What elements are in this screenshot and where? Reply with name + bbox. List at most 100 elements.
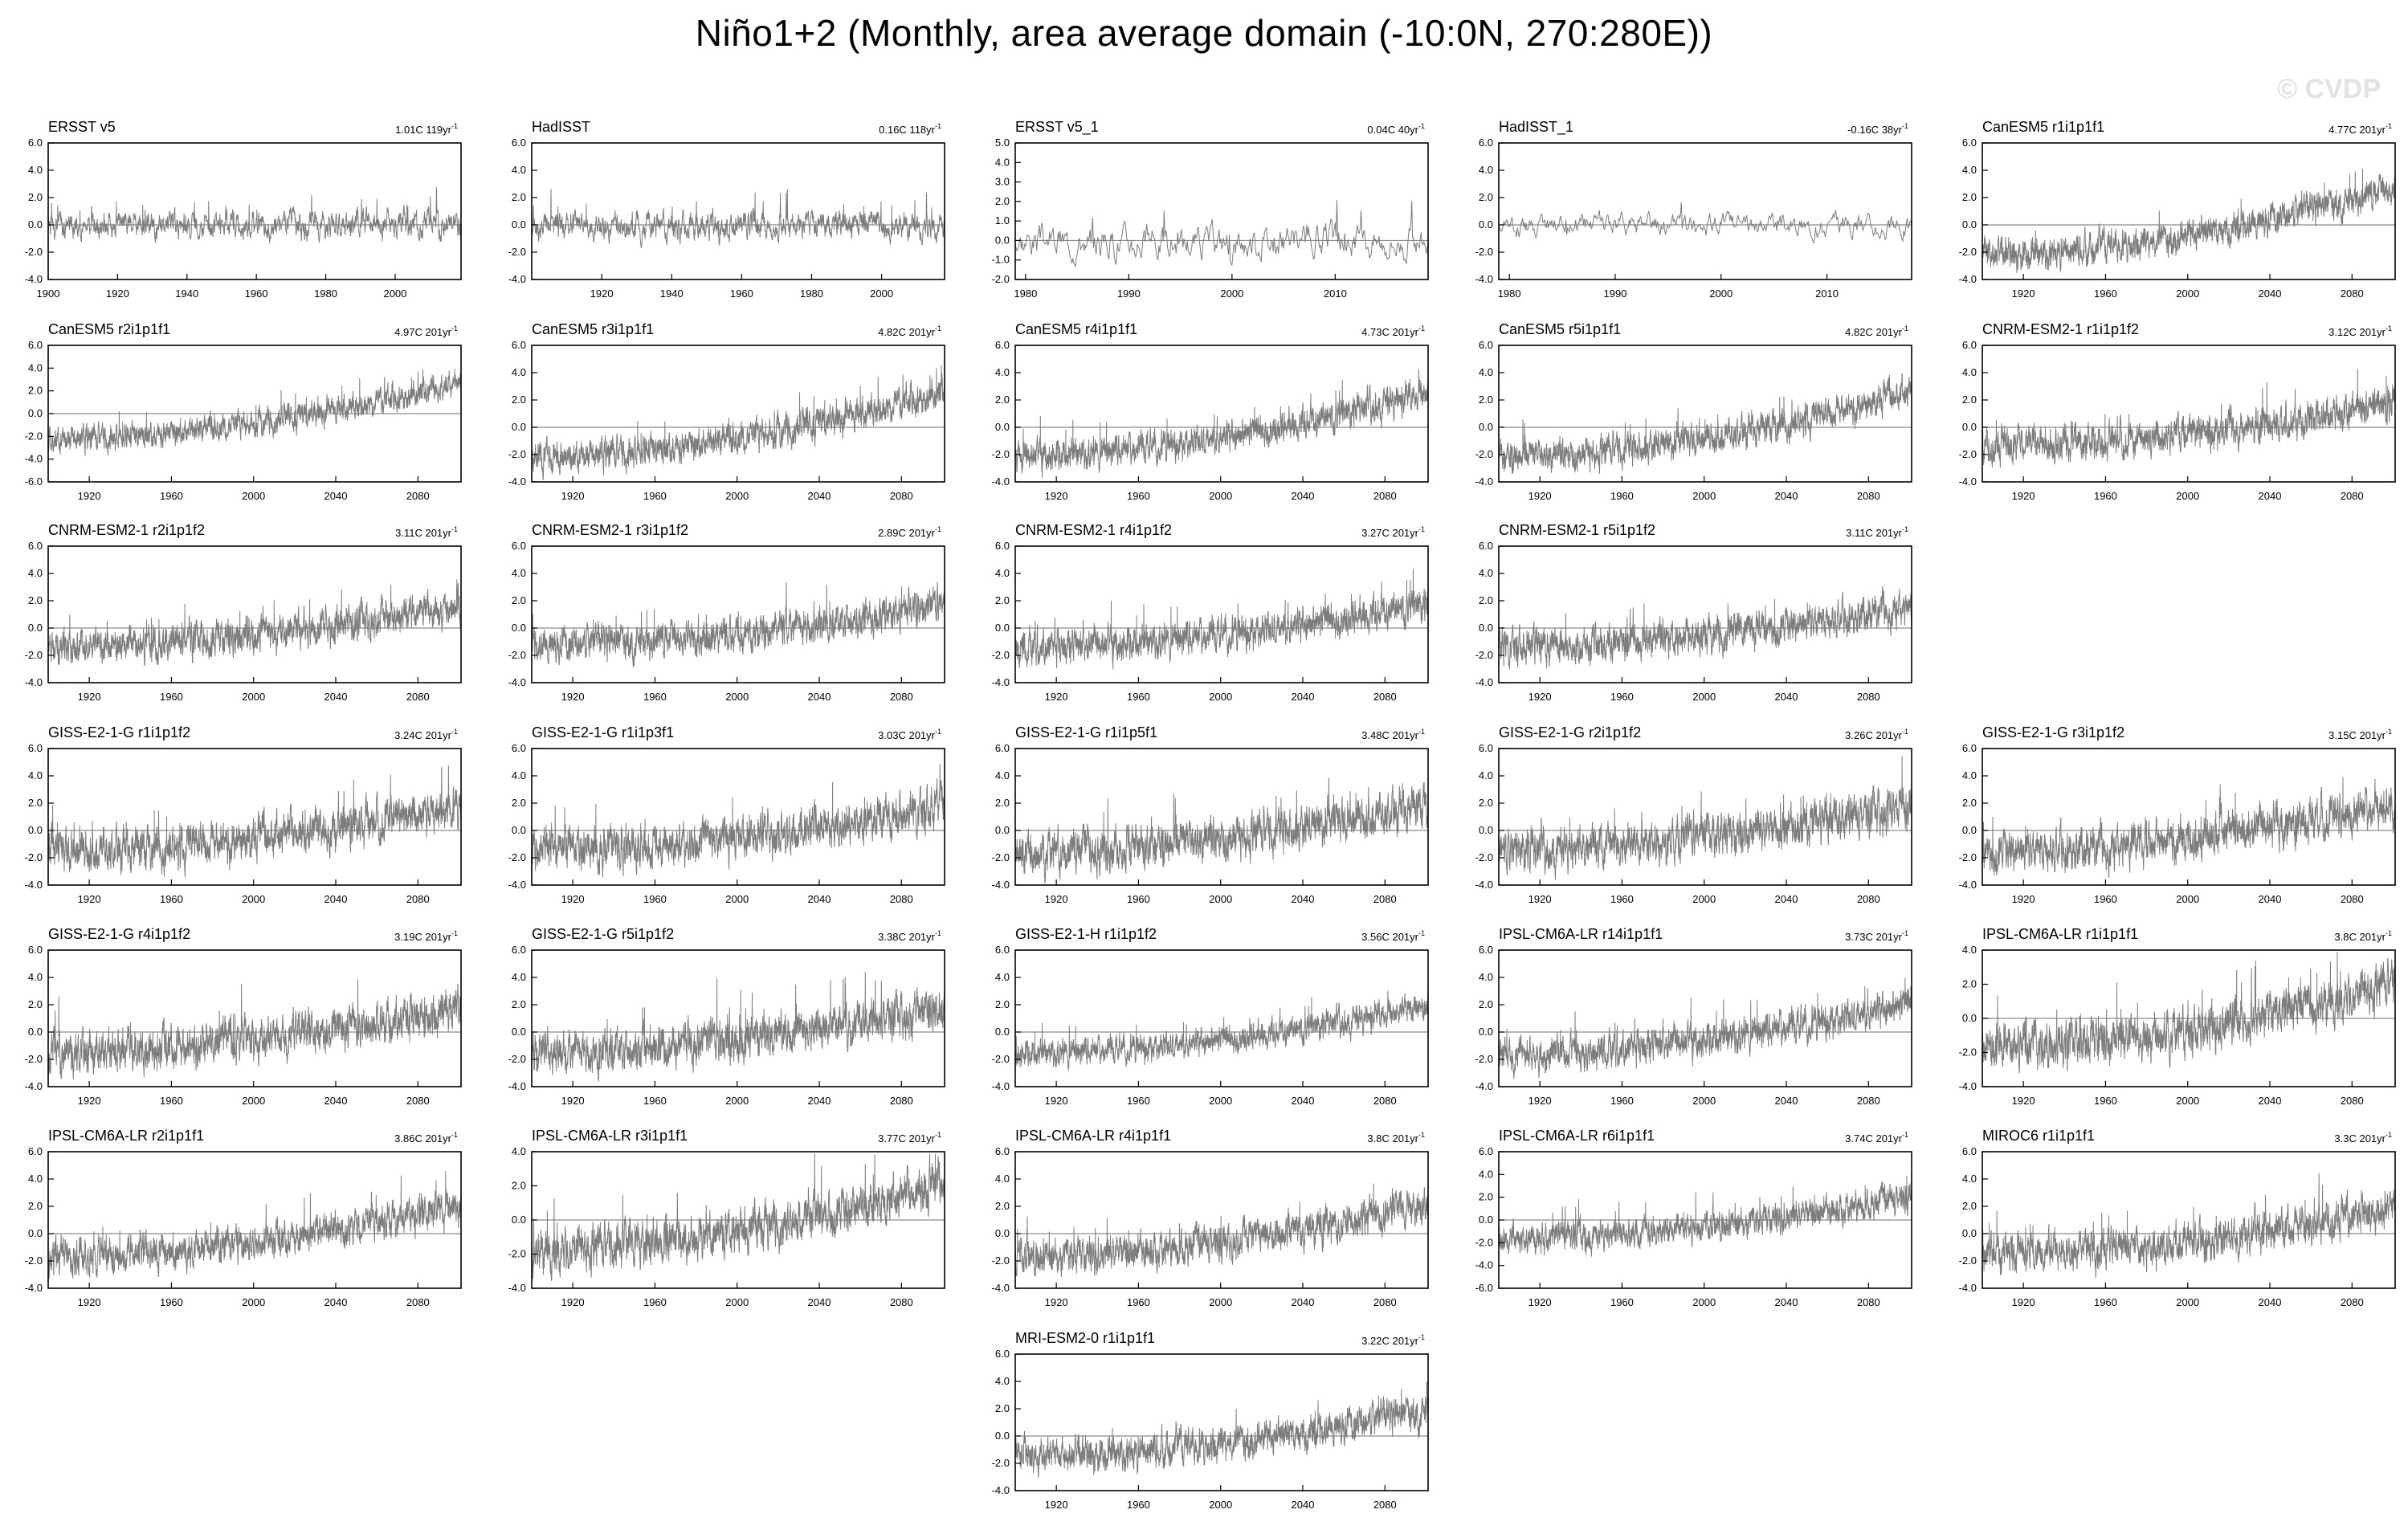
plot-frame — [1498, 748, 1912, 886]
x-tick-label: 1960 — [245, 288, 268, 300]
x-tick-label: 1960 — [643, 691, 667, 703]
y-tick-label: -4.0 — [992, 1282, 1010, 1294]
y-tick-label: -2.0 — [25, 1255, 43, 1267]
y-tick-label: 2.0 — [1479, 797, 1493, 809]
plot-frame — [47, 1151, 462, 1289]
y-tick-label: 2.0 — [995, 394, 1010, 406]
x-tick-label: 1990 — [1117, 288, 1141, 300]
y-tick-label: 6.0 — [995, 1348, 1010, 1360]
x-tick-label: 2000 — [1709, 288, 1733, 300]
x-tick-label: 1920 — [561, 490, 585, 502]
y-tick-label: 0.0 — [1479, 1214, 1493, 1226]
x-tick-label: 2040 — [2259, 1095, 2282, 1107]
y-tick-label: 2.0 — [512, 191, 526, 203]
chart-panel: IPSL-CM6A-LR r3i1p1f1 3.77C 201yr-1 -4.0 -2… — [508, 1128, 945, 1308]
panel-title: MIROC6 r1i1p1f1 — [1982, 1128, 2095, 1144]
panel-title: CanESM5 r3i1p1f1 — [532, 321, 654, 337]
y-tick-label: -2.0 — [508, 1248, 526, 1260]
y-tick-label: -6.0 — [1475, 1282, 1493, 1294]
x-tick-label: 2080 — [1373, 1095, 1397, 1107]
panel-title: MRI-ESM2-0 r1i1p1f1 — [1015, 1330, 1155, 1346]
y-tick-label: -2.0 — [1475, 649, 1493, 661]
panel-stat: 3.74C 201yr-1 — [1845, 1131, 1908, 1144]
panel-stat: 3.8C 201yr-1 — [1367, 1131, 1425, 1144]
x-tick-label: 2080 — [1857, 1095, 1880, 1107]
y-tick-label: 4.0 — [1479, 971, 1493, 983]
y-tick-label: -2.0 — [992, 1255, 1010, 1267]
x-tick-label: 1920 — [106, 288, 129, 300]
series-line — [1014, 1183, 1429, 1278]
y-tick-label: 0.0 — [28, 218, 43, 231]
x-tick-label: 2080 — [1857, 691, 1880, 703]
x-tick-label: 1960 — [1127, 691, 1150, 703]
panel-title: GISS-E2-1-G r4i1p1f2 — [48, 926, 190, 942]
y-tick-label: -2.0 — [25, 649, 43, 661]
chart-panel: CNRM-ESM2-1 r1i1p1f2 3.12C 201yr-1 -4.0 -2.… — [1959, 321, 2396, 502]
x-tick-label: 2000 — [725, 893, 749, 905]
x-tick-label: 1960 — [643, 490, 667, 502]
series-line — [1014, 199, 1429, 268]
x-tick-label: 1920 — [561, 1296, 585, 1308]
y-tick-label: -1.0 — [992, 254, 1010, 266]
x-tick-label: 1960 — [1127, 1296, 1150, 1308]
y-tick-label: 2.0 — [28, 998, 43, 1010]
x-tick-label: 2000 — [725, 691, 749, 703]
chart-panel: ERSST v5 1.01C 119yr-1 -4.0 -2.0 0.0 2.0 4.0 6.… — [25, 119, 462, 300]
y-tick-label: 6.0 — [512, 339, 526, 351]
x-tick-label: 2080 — [2341, 1095, 2364, 1107]
panel-title: CanESM5 r4i1p1f1 — [1015, 321, 1137, 337]
y-tick-label: -2.0 — [1959, 246, 1977, 258]
y-tick-label: 6.0 — [512, 944, 526, 956]
panel-stat: 3.86C 201yr-1 — [394, 1131, 458, 1144]
chart-panel: IPSL-CM6A-LR r6i1p1f1 3.74C 201yr-1 -6.0 -4… — [1475, 1128, 1912, 1308]
x-tick-label: 1920 — [1528, 893, 1552, 905]
y-tick-label: -4.0 — [508, 1282, 526, 1294]
chart-panel: IPSL-CM6A-LR r14i1p1f1 3.73C 201yr-1 -4.0 -… — [1475, 926, 1912, 1107]
plot-frame — [1498, 345, 1912, 483]
x-tick-label: 2080 — [890, 691, 913, 703]
plot-frame — [1498, 545, 1912, 683]
y-tick-label: 4.0 — [28, 361, 43, 373]
x-tick-label: 2010 — [1324, 288, 1347, 300]
series-line — [531, 972, 945, 1082]
y-tick-label: 4.0 — [1479, 366, 1493, 378]
panel-title: GISS-E2-1-G r1i1p3f1 — [532, 724, 674, 740]
panel-stat: 3.8C 201yr-1 — [2334, 929, 2392, 943]
x-tick-label: 2000 — [2176, 893, 2199, 905]
series-line — [47, 368, 462, 456]
x-tick-label: 1960 — [1610, 1095, 1634, 1107]
plot-frame — [47, 949, 462, 1087]
y-tick-label: 6.0 — [28, 137, 43, 149]
x-tick-label: 1960 — [1610, 490, 1634, 502]
y-tick-label: -4.0 — [25, 1282, 43, 1294]
y-tick-label: 4.0 — [28, 567, 43, 579]
x-tick-label: 2040 — [808, 893, 831, 905]
y-tick-label: 3.0 — [995, 176, 1010, 188]
y-tick-label: 4.0 — [995, 769, 1010, 781]
y-tick-label: -2.0 — [992, 851, 1010, 863]
y-tick-label: 6.0 — [28, 944, 43, 956]
x-tick-label: 1960 — [1610, 1296, 1634, 1308]
y-tick-label: -4.0 — [1959, 475, 1977, 488]
y-tick-label: 6.0 — [995, 742, 1010, 754]
x-tick-label: 2040 — [808, 1296, 831, 1308]
y-tick-label: 0.0 — [28, 824, 43, 836]
panel-title: HadISST_1 — [1499, 119, 1573, 136]
y-tick-label: 0.0 — [995, 1430, 1010, 1442]
y-tick-label: -4.0 — [508, 475, 526, 488]
panel-stat: 3.48C 201yr-1 — [1361, 728, 1425, 741]
x-tick-label: 2040 — [1292, 1296, 1315, 1308]
x-tick-label: 2000 — [725, 490, 749, 502]
y-tick-label: 6.0 — [28, 339, 43, 351]
x-tick-label: 2000 — [242, 490, 265, 502]
x-tick-label: 2000 — [242, 1095, 265, 1107]
plot-frame — [47, 545, 462, 683]
y-tick-label: 6.0 — [1479, 137, 1493, 149]
x-tick-label: 1960 — [643, 893, 667, 905]
series-line — [47, 186, 462, 243]
chart-panel: CNRM-ESM2-1 r3i1p1f2 2.89C 201yr-1 -4.0 -2.… — [508, 522, 945, 703]
x-tick-label: 1920 — [2012, 893, 2035, 905]
x-tick-label: 1960 — [1127, 1095, 1150, 1107]
series-line — [1981, 169, 2396, 273]
y-tick-label: 2.0 — [512, 394, 526, 406]
